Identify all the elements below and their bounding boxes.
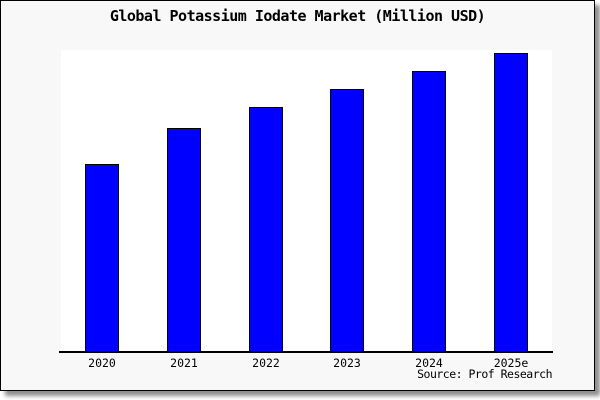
bar-2025e [494, 53, 528, 352]
source-credit: Source: Prof Research [417, 367, 552, 381]
bar-2021 [167, 128, 201, 352]
x-axis-line [59, 351, 553, 353]
x-tick-label-2023: 2023 [333, 356, 361, 370]
x-tick-label-2022: 2022 [252, 356, 280, 370]
bar-2020 [85, 164, 119, 352]
x-tick-label-2021: 2021 [170, 356, 198, 370]
chart-title: Global Potassium Iodate Market (Million … [109, 7, 486, 25]
bar-2022 [249, 107, 283, 352]
x-tick-label-2020: 2020 [88, 356, 116, 370]
bar-2024 [412, 71, 446, 352]
chart-card: Global Potassium Iodate Market (Million … [0, 0, 595, 391]
plot-area [61, 50, 552, 352]
x-tick-label-2025e: 2025e [493, 356, 529, 370]
bar-2023 [330, 89, 364, 352]
x-tick-label-2024: 2024 [415, 356, 443, 370]
